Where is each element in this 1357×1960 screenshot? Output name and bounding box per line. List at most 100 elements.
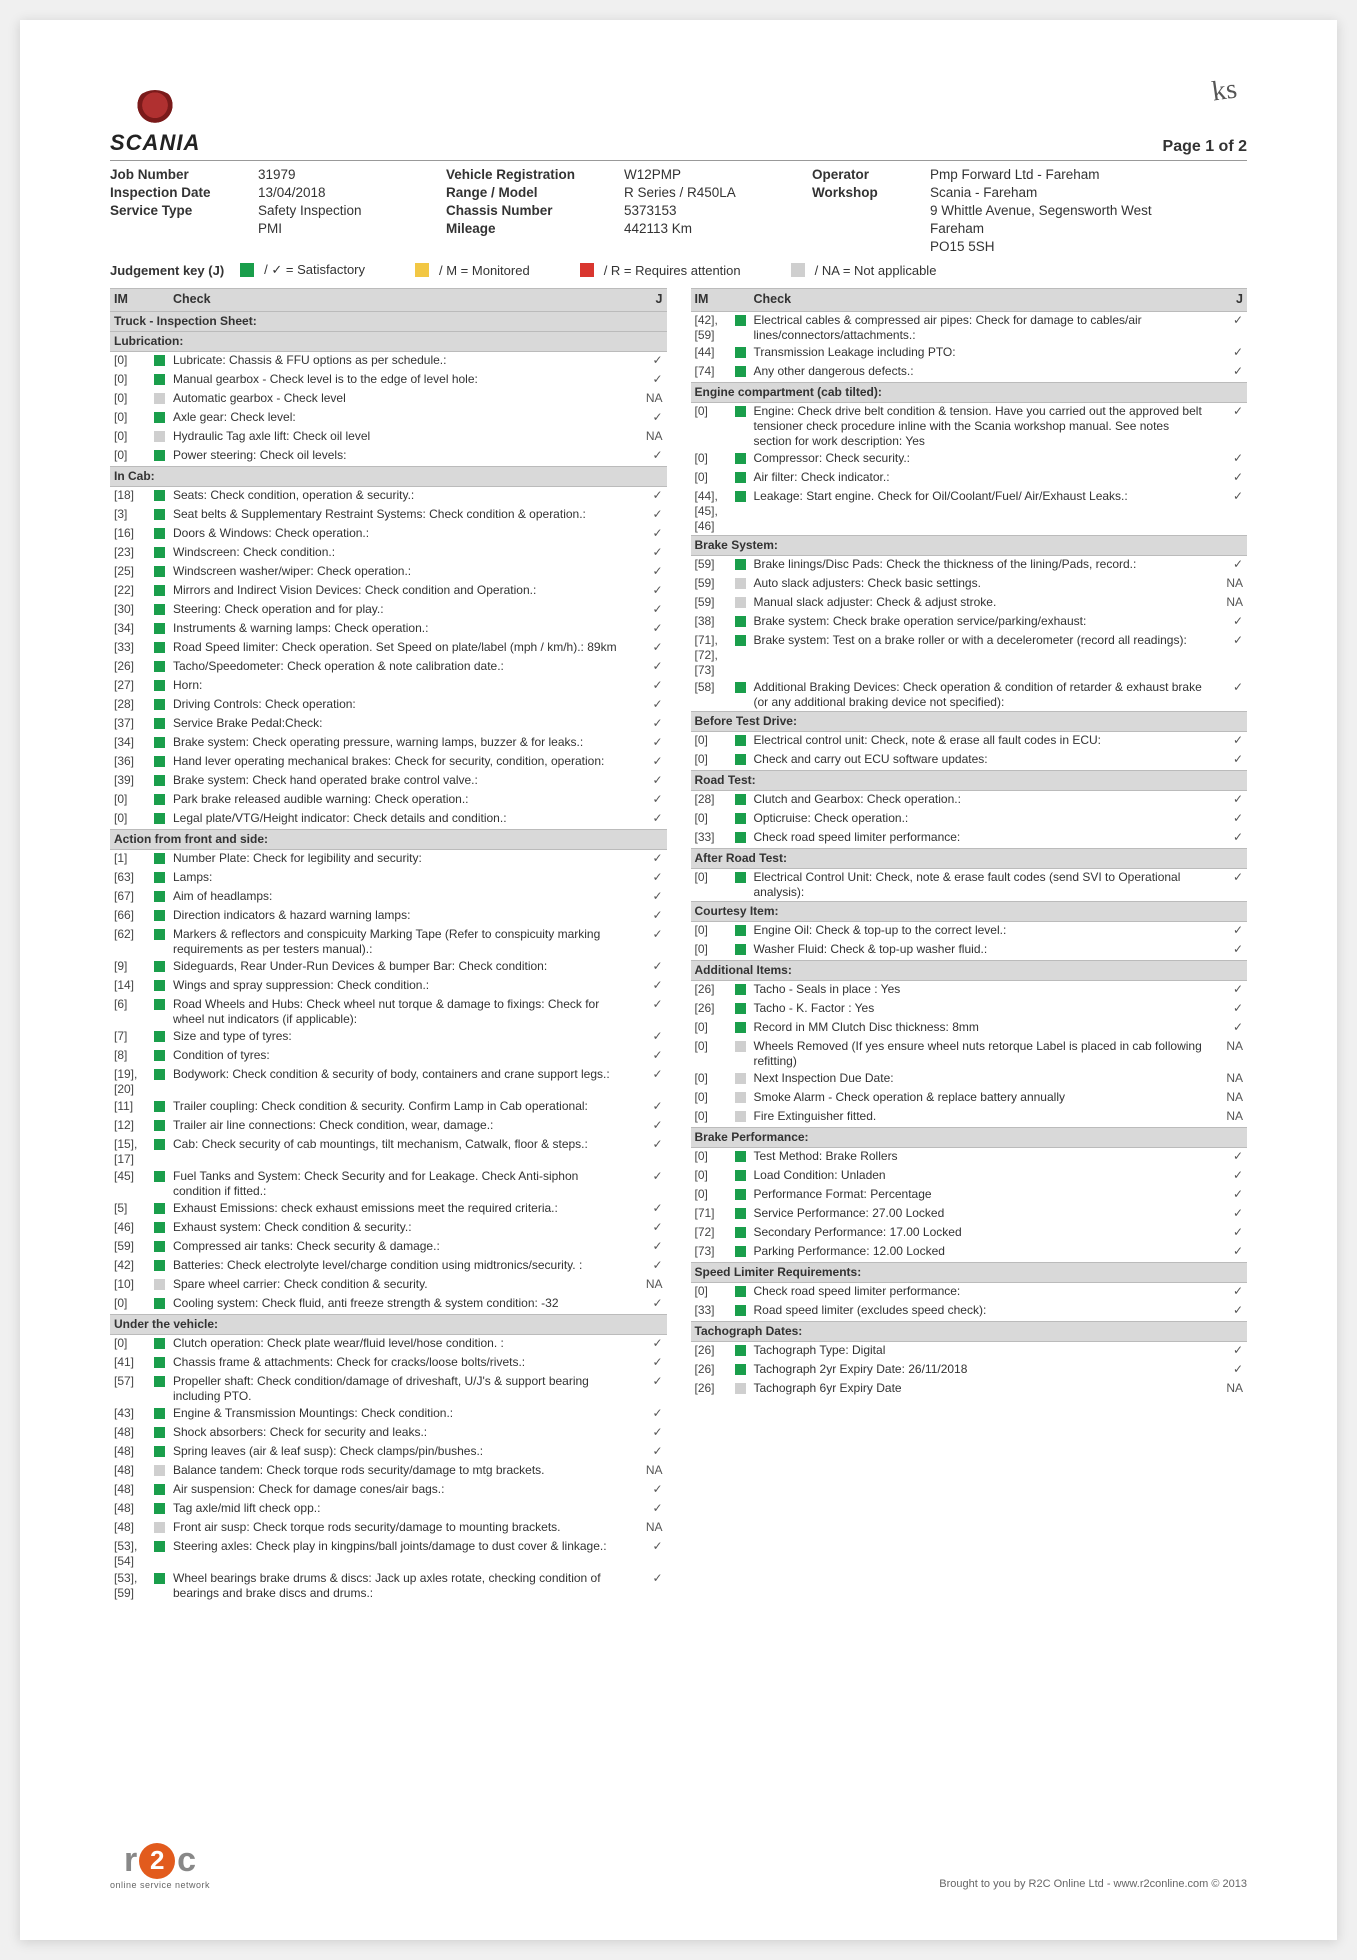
judgement-value: ✓ <box>1213 1205 1247 1224</box>
check-row: [36]Hand lever operating mechanical brak… <box>110 753 667 772</box>
check-row: [30]Steering: Check operation and for pl… <box>110 601 667 620</box>
judgement-value: ✓ <box>633 1047 667 1066</box>
check-row: [74]Any other dangerous defects.:✓ <box>691 363 1248 383</box>
check-row: [27]Horn:✓ <box>110 677 667 696</box>
im-ref: [59] <box>691 555 731 575</box>
check-row: [73]Parking Performance: 12.00 Locked✓ <box>691 1243 1248 1263</box>
status-icon <box>154 431 165 442</box>
check-text: Instruments & warning lamps: Check opera… <box>169 620 633 639</box>
check-row: [18]Seats: Check condition, operation & … <box>110 486 667 506</box>
check-text: Tacho/Speedometer: Check operation & not… <box>169 658 633 677</box>
im-ref: [5] <box>110 1200 150 1219</box>
im-ref: [10] <box>110 1276 150 1295</box>
check-row: [0]Compressor: Check security.:✓ <box>691 450 1248 469</box>
check-text: Number Plate: Check for legibility and s… <box>169 849 633 869</box>
check-text: Seats: Check condition, operation & secu… <box>169 486 633 506</box>
check-text: Brake system: Check hand operated brake … <box>169 772 633 791</box>
im-ref: [11] <box>110 1098 150 1117</box>
footer-credit: Brought to you by R2C Online Ltd - www.r… <box>939 1878 1247 1890</box>
check-row: [0]Air filter: Check indicator.:✓ <box>691 469 1248 488</box>
im-ref: [0] <box>110 447 150 467</box>
check-text: Compressed air tanks: Check security & d… <box>169 1238 633 1257</box>
check-row: [34] Instruments & warning lamps: Check o… <box>110 620 667 639</box>
status-icon <box>735 1305 746 1316</box>
status-icon <box>154 980 165 991</box>
status-icon <box>154 794 165 805</box>
check-row: [48]Balance tandem: Check torque rods se… <box>110 1462 667 1481</box>
check-text: Hand lever operating mechanical brakes: … <box>169 753 633 772</box>
check-text: Washer Fluid: Check & top-up washer flui… <box>750 941 1214 961</box>
check-text: Additional Braking Devices: Check operat… <box>750 679 1214 712</box>
judgement-value: ✓ <box>633 601 667 620</box>
status-icon <box>735 1227 746 1238</box>
status-icon <box>154 509 165 520</box>
im-ref: [26] <box>691 1361 731 1380</box>
check-text: Next Inspection Due Date: <box>750 1070 1214 1089</box>
judgement-value: ✓ <box>1213 829 1247 849</box>
im-ref: [23] <box>110 544 150 563</box>
check-row: [0]Electrical Control Unit: Check, note … <box>691 868 1248 901</box>
im-ref: [57] <box>110 1373 150 1405</box>
status-icon <box>154 1203 165 1214</box>
vreg: W12PMP <box>624 167 804 182</box>
im-ref: [28] <box>691 790 731 810</box>
svc-label: Service Type <box>110 203 250 236</box>
im-ref: [34] <box>110 620 150 639</box>
hdr-im-r: IM <box>691 289 731 312</box>
status-icon <box>154 1171 165 1182</box>
status-icon <box>735 315 746 326</box>
check-text: Auto slack adjusters: Check basic settin… <box>750 575 1214 594</box>
im-ref: [0] <box>110 409 150 428</box>
status-icon <box>154 813 165 824</box>
check-row: [57]Propeller shaft: Check condition/dam… <box>110 1373 667 1405</box>
check-text: Driving Controls: Check operation: <box>169 696 633 715</box>
check-row: [0]Legal plate/VTG/Height indicator: Che… <box>110 810 667 830</box>
r2c-mark-icon: r2c <box>124 1841 196 1880</box>
judgement-value: ✓ <box>633 1424 667 1443</box>
check-text: Steering axles: Check play in kingpins/b… <box>169 1538 633 1570</box>
hdr-j: J <box>633 289 667 312</box>
check-text: Road speed limiter (excludes speed check… <box>750 1302 1214 1322</box>
judgement-value: ✓ <box>633 715 667 734</box>
status-icon <box>154 412 165 423</box>
r2c-logo: r2c online service network <box>110 1841 210 1890</box>
judgement-value: ✓ <box>1213 613 1247 632</box>
im-ref: [0] <box>110 810 150 830</box>
check-text: Windscreen washer/wiper: Check operation… <box>169 563 633 582</box>
check-row: [33]Check road speed limiter performance… <box>691 829 1248 849</box>
status-icon <box>154 1446 165 1457</box>
status-icon <box>154 1260 165 1271</box>
judgement-value: ✓ <box>633 869 667 888</box>
status-icon <box>154 393 165 404</box>
check-row: [0]Performance Format: Percentage✓ <box>691 1186 1248 1205</box>
status-icon <box>735 559 746 570</box>
im-ref: [67] <box>110 888 150 907</box>
meta-grid: Job Number 31979 Vehicle Registration W1… <box>110 167 1247 254</box>
judgement-value: ✓ <box>633 1405 667 1424</box>
check-text: Engine: Check drive belt condition & ten… <box>750 402 1214 450</box>
judgement-value: ✓ <box>633 486 667 506</box>
judgement-value: ✓ <box>1213 751 1247 771</box>
check-row: [39]Brake system: Check hand operated br… <box>110 772 667 791</box>
check-text: Cooling system: Check fluid, anti freeze… <box>169 1295 633 1315</box>
check-text: Engine Oil: Check & top-up to the correc… <box>750 921 1214 941</box>
status-icon <box>154 1069 165 1080</box>
judgement-value: ✓ <box>633 1354 667 1373</box>
section-header: Tachograph Dates: <box>691 1321 1248 1341</box>
im-ref: [44] <box>691 344 731 363</box>
im-ref: [46] <box>110 1219 150 1238</box>
hdr-check-r: Check <box>750 289 1214 312</box>
job-number: 31979 <box>258 167 438 182</box>
check-row: [71], [72], [73]Brake system: Test on a … <box>691 632 1248 679</box>
check-row: [59]Compressed air tanks: Check security… <box>110 1238 667 1257</box>
check-row: [12]Trailer air line connections: Check … <box>110 1117 667 1136</box>
im-ref: [0] <box>691 450 731 469</box>
judgement-value: ✓ <box>633 772 667 791</box>
judgement-value: NA <box>1213 594 1247 613</box>
check-text: Spring leaves (air & leaf susp): Check c… <box>169 1443 633 1462</box>
judgement-value: ✓ <box>633 753 667 772</box>
check-text: Chassis frame & attachments: Check for c… <box>169 1354 633 1373</box>
im-ref: [34] <box>110 734 150 753</box>
check-text: Automatic gearbox - Check level <box>169 390 633 409</box>
im-ref: [26] <box>691 1000 731 1019</box>
